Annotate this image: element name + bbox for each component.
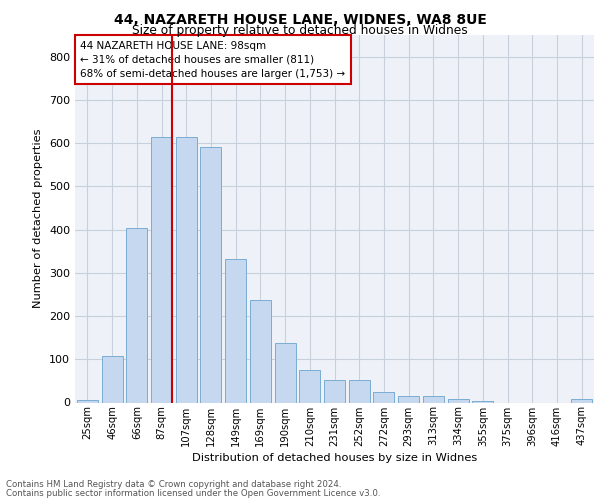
Bar: [448, 400, 469, 402]
Bar: [275, 344, 296, 402]
Bar: [126, 228, 147, 402]
Bar: [472, 401, 493, 402]
Bar: [101, 356, 122, 403]
Text: 44, NAZARETH HOUSE LANE, WIDNES, WA8 8UE: 44, NAZARETH HOUSE LANE, WIDNES, WA8 8UE: [113, 12, 487, 26]
Bar: [250, 300, 271, 403]
Bar: [176, 137, 197, 402]
Bar: [151, 137, 172, 402]
Bar: [373, 392, 394, 402]
Bar: [349, 380, 370, 402]
Bar: [200, 148, 221, 402]
Bar: [571, 400, 592, 402]
Bar: [77, 400, 98, 402]
Text: Contains HM Land Registry data © Crown copyright and database right 2024.: Contains HM Land Registry data © Crown c…: [6, 480, 341, 489]
Text: Contains public sector information licensed under the Open Government Licence v3: Contains public sector information licen…: [6, 489, 380, 498]
Bar: [299, 370, 320, 402]
Bar: [398, 396, 419, 402]
Text: Size of property relative to detached houses in Widnes: Size of property relative to detached ho…: [132, 24, 468, 37]
X-axis label: Distribution of detached houses by size in Widnes: Distribution of detached houses by size …: [192, 452, 477, 462]
Bar: [324, 380, 345, 402]
Bar: [225, 259, 246, 402]
Y-axis label: Number of detached properties: Number of detached properties: [34, 129, 43, 308]
Text: 44 NAZARETH HOUSE LANE: 98sqm
← 31% of detached houses are smaller (811)
68% of : 44 NAZARETH HOUSE LANE: 98sqm ← 31% of d…: [80, 40, 346, 78]
Bar: [423, 396, 444, 402]
